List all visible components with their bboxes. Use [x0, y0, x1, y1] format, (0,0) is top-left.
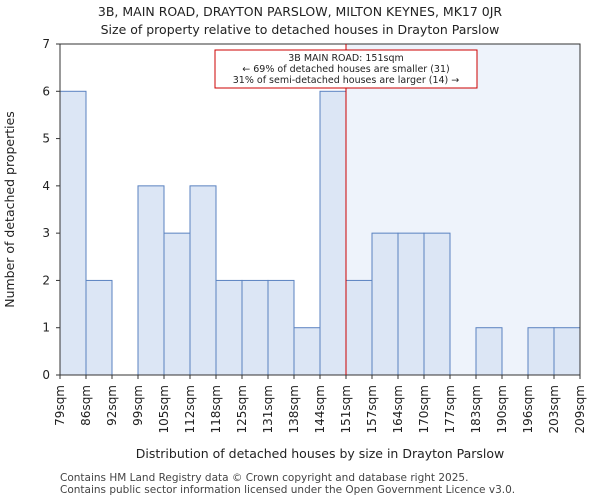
annotation-line-1: 3B MAIN ROAD: 151sqm	[288, 53, 404, 64]
annotation-line-3: 31% of semi-detached houses are larger (…	[233, 75, 460, 86]
y-tick-label-7: 7	[42, 37, 50, 51]
x-tick-label-203sqm: 203sqm	[547, 385, 561, 433]
y-tick-label-5: 5	[42, 132, 50, 146]
chart-title: 3B, MAIN ROAD, DRAYTON PARSLOW, MILTON K…	[97, 4, 503, 19]
x-tick-label-105sqm: 105sqm	[157, 385, 171, 433]
annotation-line-2: ← 69% of detached houses are smaller (31…	[242, 64, 449, 75]
bar-144sqm	[319, 90, 347, 376]
y-axis-label: Number of detached properties	[2, 111, 17, 308]
chart-subtitle: Size of property relative to detached ho…	[100, 22, 500, 37]
bar-164sqm	[397, 232, 425, 376]
x-tick-label-183sqm: 183sqm	[469, 385, 483, 433]
y-tick-label-2: 2	[42, 273, 50, 287]
bar-138sqm	[293, 327, 321, 376]
bar-86sqm	[85, 279, 113, 376]
x-tick-label-99sqm: 99sqm	[131, 385, 145, 426]
footer-line-2: Contains public sector information licen…	[60, 484, 516, 496]
bar-151sqm	[345, 279, 373, 376]
bar-183sqm	[475, 327, 503, 376]
bar-203sqm	[553, 327, 581, 376]
bar-118sqm	[215, 279, 243, 376]
x-tick-label-190sqm: 190sqm	[495, 385, 509, 433]
x-tick-label-92sqm: 92sqm	[105, 385, 119, 426]
bar-79sqm	[59, 90, 87, 376]
x-tick-label-118sqm: 118sqm	[209, 385, 223, 433]
x-axis-label: Distribution of detached houses by size …	[136, 446, 504, 461]
x-tick-label-125sqm: 125sqm	[235, 385, 249, 433]
annotation-box	[214, 49, 478, 89]
x-tick-label-196sqm: 196sqm	[521, 385, 535, 433]
y-tick-label-1: 1	[42, 321, 50, 335]
x-tick-label-86sqm: 86sqm	[79, 385, 93, 426]
y-tick-label-0: 0	[42, 368, 50, 382]
x-tick-label-131sqm: 131sqm	[261, 385, 275, 433]
x-tick-label-112sqm: 112sqm	[183, 385, 197, 433]
bar-105sqm	[163, 232, 191, 376]
x-tick-label-151sqm: 151sqm	[339, 385, 353, 433]
bar-131sqm	[267, 279, 295, 376]
bar-196sqm	[527, 327, 555, 376]
y-tick-label-4: 4	[42, 179, 50, 193]
footer-line-1: Contains HM Land Registry data © Crown c…	[60, 472, 469, 484]
y-tick-label-6: 6	[42, 84, 50, 98]
x-tick-label-138sqm: 138sqm	[287, 385, 301, 433]
x-tick-label-164sqm: 164sqm	[391, 385, 405, 433]
x-tick-label-79sqm: 79sqm	[53, 385, 67, 426]
x-tick-label-209sqm: 209sqm	[573, 385, 587, 433]
x-tick-label-177sqm: 177sqm	[443, 385, 457, 433]
x-tick-label-144sqm: 144sqm	[313, 385, 327, 433]
x-tick-label-170sqm: 170sqm	[417, 385, 431, 433]
bar-170sqm	[423, 232, 451, 376]
bar-112sqm	[189, 185, 217, 376]
bar-chart: 0 1 2 3 4 5 6 7 79sqm 86sqm 92sqm 99sqm 105sqm 112sqm…	[2, 37, 587, 461]
bar-157sqm	[371, 232, 399, 376]
bar-99sqm	[137, 185, 165, 376]
x-tick-label-157sqm: 157sqm	[365, 385, 379, 433]
y-tick-label-3: 3	[42, 226, 50, 240]
bar-125sqm	[241, 279, 269, 376]
